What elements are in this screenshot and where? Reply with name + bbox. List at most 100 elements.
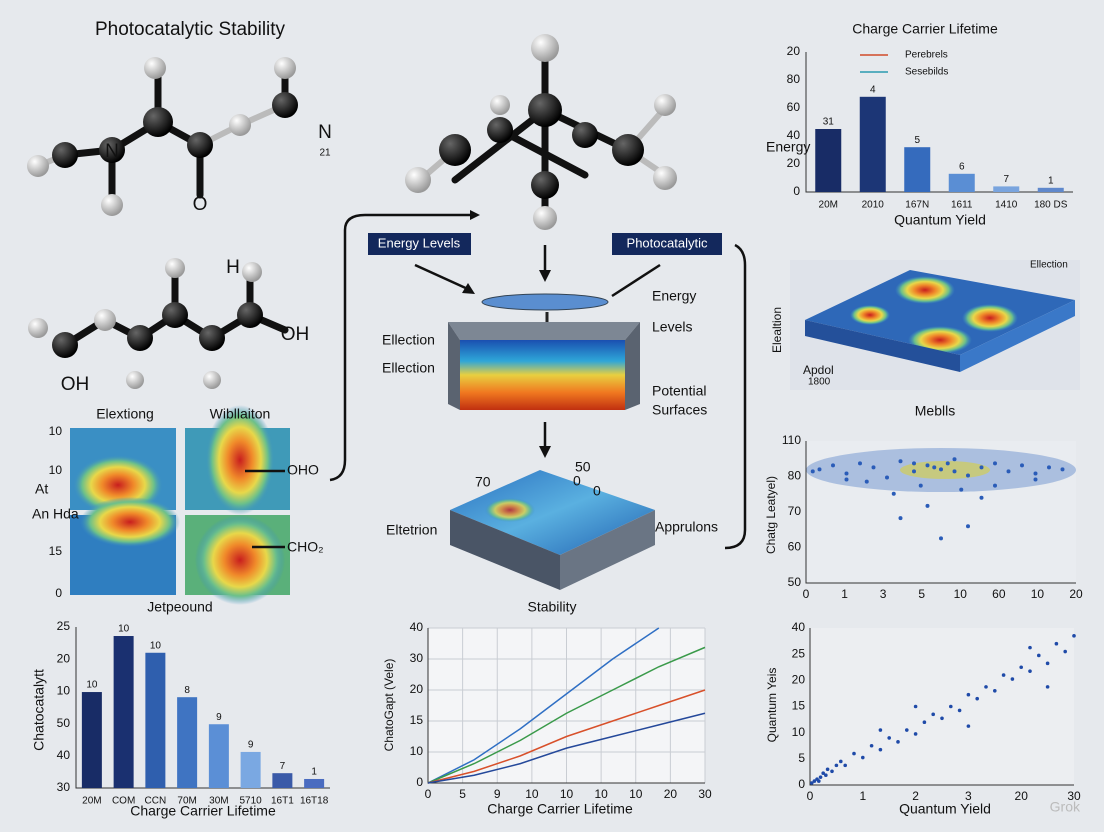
point	[939, 536, 943, 541]
x-tick-label: 10	[525, 787, 539, 801]
axis-label: An Hda	[32, 506, 79, 522]
point	[1037, 653, 1041, 658]
x-tick-label: 30	[698, 787, 712, 801]
x-tick-label: 1	[859, 789, 866, 803]
axis-label: At	[35, 481, 48, 497]
point	[825, 767, 830, 772]
x-tick-label: 0	[807, 789, 814, 803]
label: Apdol	[803, 363, 834, 377]
y-tick-label: 10	[792, 725, 806, 739]
atom-label: 21	[319, 148, 331, 159]
point	[913, 732, 918, 736]
point	[966, 473, 970, 478]
bar	[1037, 187, 1064, 192]
x-tick-label: 2010	[862, 200, 885, 211]
surface	[790, 260, 1080, 390]
point	[959, 487, 964, 492]
label: Potential	[652, 383, 706, 399]
point	[885, 475, 889, 480]
point	[817, 467, 822, 472]
point	[979, 495, 984, 500]
point	[993, 689, 997, 693]
atom-label: N	[318, 122, 332, 143]
molecules	[27, 34, 677, 389]
point	[993, 483, 997, 488]
x-tick-label: 20	[1069, 587, 1083, 601]
title: Photocatalytic Stability	[95, 19, 286, 40]
point	[975, 696, 979, 701]
point	[1019, 665, 1023, 670]
label: 50	[575, 459, 591, 475]
y-tick-label: 25	[792, 646, 806, 660]
bar	[81, 692, 102, 788]
point	[925, 463, 930, 468]
point	[966, 524, 970, 529]
point	[957, 708, 962, 713]
x-tick-label: 30M	[209, 796, 228, 807]
tick-label: 10	[49, 463, 63, 477]
point	[898, 459, 903, 464]
label: 0	[593, 483, 601, 499]
x-tick-label: 180 DS	[1034, 200, 1068, 211]
bar	[208, 724, 229, 788]
plot-area	[810, 628, 1074, 785]
point	[858, 461, 862, 466]
axis-label: Charge Carrier Lifetime	[130, 803, 276, 819]
point	[1006, 469, 1011, 474]
point	[1045, 685, 1050, 689]
value-label: 7	[1003, 174, 1009, 185]
diagram	[329, 210, 747, 590]
point	[939, 467, 943, 472]
bar	[145, 652, 166, 788]
y-tick-label: 20	[410, 682, 424, 696]
bar	[177, 697, 198, 788]
bar	[113, 636, 134, 788]
heatmap-title: Elextiong	[96, 406, 154, 422]
point	[984, 685, 988, 689]
label: 70	[475, 474, 491, 490]
annotation: OHO	[287, 462, 319, 478]
point	[945, 461, 950, 466]
point	[966, 724, 971, 728]
atom-label: H	[226, 257, 240, 278]
point	[810, 469, 815, 474]
x-tick-label: 5710	[240, 796, 263, 807]
y-tick-label: 20	[787, 156, 801, 170]
label: Ellection	[1030, 260, 1068, 271]
point	[812, 779, 817, 783]
point	[1045, 661, 1050, 666]
bar	[272, 773, 293, 788]
tick-label: 0	[55, 586, 62, 600]
point	[1060, 467, 1065, 472]
label: Surfaces	[652, 402, 707, 418]
point	[824, 773, 828, 777]
y-tick-label: 50	[57, 716, 71, 730]
x-tick-label: 10	[560, 787, 574, 801]
axis	[809, 628, 1074, 786]
axis-label: Quantum Yield	[894, 212, 986, 228]
point	[931, 712, 935, 717]
axis-label: Energy	[766, 139, 810, 155]
x-tick-label: 3	[965, 789, 972, 803]
value-label: 5	[914, 135, 920, 146]
tag: Energy Levels	[378, 235, 461, 250]
y-tick-label: 0	[798, 777, 805, 791]
point	[809, 781, 814, 785]
y-tick-label: 70	[788, 504, 802, 518]
point	[952, 457, 957, 462]
axis-label: Jetpeound	[147, 599, 212, 615]
axis-label: Chatocatalytt	[31, 669, 47, 751]
y-tick-label: 15	[792, 699, 806, 713]
heatmap-panel	[70, 405, 290, 605]
label: Levels	[652, 319, 692, 335]
point	[1033, 477, 1038, 482]
value-label: 8	[184, 685, 190, 696]
x-tick-label: 5	[918, 587, 925, 601]
x-tick-label: 0	[803, 587, 810, 601]
line	[427, 646, 706, 784]
x-tick-label: 20	[664, 787, 678, 801]
point	[1072, 634, 1076, 638]
point	[869, 743, 874, 748]
x-tick-label: 70M	[177, 796, 196, 807]
point	[852, 751, 856, 756]
